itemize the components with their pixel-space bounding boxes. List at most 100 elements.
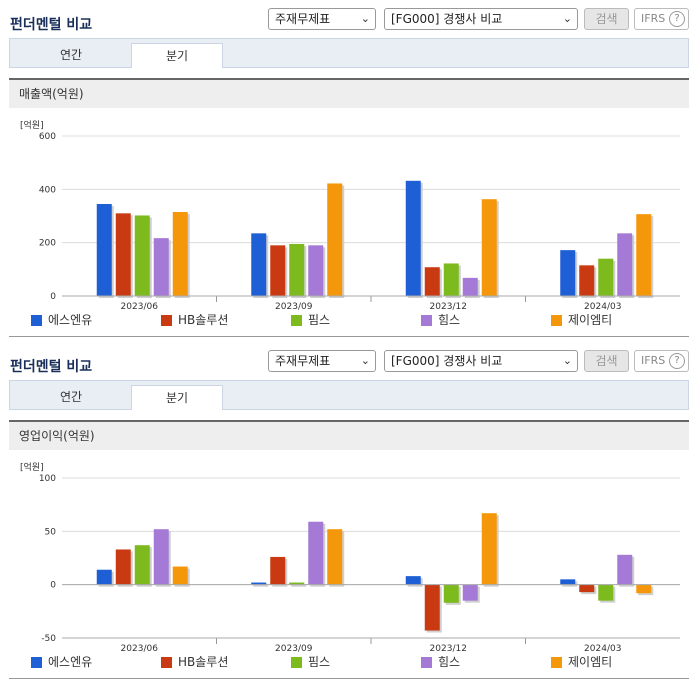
bar	[598, 584, 614, 601]
bar	[424, 584, 440, 631]
y-tick-label: 0	[50, 292, 56, 302]
tab-quarterly[interactable]: 분기	[131, 43, 223, 68]
y-tick-label: 400	[39, 185, 56, 195]
legend-swatch	[551, 657, 562, 668]
bar	[308, 245, 324, 296]
bar	[617, 233, 633, 296]
y-tick-label: 50	[45, 527, 57, 537]
search-button[interactable]: 검색	[584, 8, 629, 30]
y-tick-label: -50	[41, 634, 56, 644]
divider	[9, 336, 689, 337]
section-header: 매출액(억원)	[9, 78, 689, 108]
comparison-value: [FG000] 경쟁사 비교	[391, 354, 503, 368]
bar	[443, 263, 459, 296]
bar	[153, 529, 169, 585]
bar	[405, 576, 421, 585]
period-tabs: 연간 분기	[9, 380, 689, 410]
bar	[424, 267, 440, 296]
legend-label: HB솔루션	[178, 313, 229, 327]
statement-type-select[interactable]: 주재무제표 ⌄	[268, 8, 376, 30]
tab-annual[interactable]: 연간	[59, 48, 83, 62]
legend-swatch	[291, 315, 302, 326]
ifrs-label: IFRS	[641, 12, 666, 25]
section-header: 영업이익(억원)	[9, 420, 689, 450]
y-tick-label: 100	[39, 474, 56, 484]
legend-label: 제이엠티	[568, 313, 613, 327]
chevron-down-icon: ⌄	[562, 354, 572, 367]
bar	[270, 245, 286, 296]
help-icon[interactable]: ?	[669, 353, 685, 369]
bar	[96, 569, 112, 585]
bar-shadow	[291, 584, 307, 587]
bar	[462, 277, 478, 296]
x-tick-label: 2023/12	[430, 644, 467, 654]
chevron-down-icon: ⌄	[562, 12, 572, 25]
bar	[579, 584, 595, 593]
bar	[251, 582, 267, 585]
panel-title: 펀더멘털 비교	[10, 359, 93, 375]
sales-bar-chart: [억원] 0 200 400 600 2023/06 2023/09 2023/12 2024/…	[20, 119, 680, 312]
bar	[96, 204, 112, 296]
operating-profit-bar-chart: [억원] -50 0 50 100 2023/06 2023/09 2023/12 2024/0…	[20, 461, 680, 654]
legend-label: 제이엠티	[568, 655, 613, 669]
help-icon[interactable]: ?	[669, 11, 685, 27]
legend-swatch	[161, 657, 172, 668]
legend-label: 핌스	[308, 655, 331, 669]
legend-swatch	[161, 315, 172, 326]
bar	[560, 250, 576, 296]
legend-swatch	[291, 657, 302, 668]
x-tick-label: 2023/09	[275, 644, 313, 654]
bar	[443, 584, 459, 603]
search-button[interactable]: 검색	[584, 350, 629, 372]
bar	[579, 265, 595, 296]
bar	[327, 183, 343, 296]
bar	[636, 584, 652, 594]
legend-label: 힘스	[438, 313, 461, 327]
bar	[598, 258, 614, 296]
legend-label: 에스엔유	[48, 655, 93, 669]
y-tick-label: 200	[39, 239, 56, 249]
tab-quarterly[interactable]: 분기	[131, 385, 223, 410]
legend-label: 핌스	[308, 313, 331, 327]
chevron-down-icon: ⌄	[360, 12, 370, 25]
panel-title: 펀더멘털 비교	[10, 17, 93, 33]
chevron-down-icon: ⌄	[360, 354, 370, 367]
bar	[289, 244, 305, 296]
y-tick-label: 0	[50, 581, 56, 591]
y-unit-label: [억원]	[20, 119, 44, 131]
bar	[617, 554, 633, 585]
bar	[270, 556, 286, 585]
bar	[308, 521, 324, 585]
bar	[251, 233, 267, 296]
comparison-value: [FG000] 경쟁사 비교	[391, 12, 503, 26]
bar	[134, 215, 150, 296]
bar	[289, 582, 305, 585]
x-tick-label: 2023/12	[430, 302, 467, 312]
x-tick-label: 2023/06	[121, 644, 159, 654]
comparison-select[interactable]: [FG000] 경쟁사 비교 ⌄	[384, 350, 578, 372]
y-tick-label: 600	[39, 132, 56, 142]
legend-swatch	[31, 315, 42, 326]
chart-legend: 에스엔유 HB솔루션 핌스 힘스 제이엠티	[9, 310, 689, 330]
bar	[134, 545, 150, 585]
legend-swatch	[421, 315, 432, 326]
comparison-select[interactable]: [FG000] 경쟁사 비교 ⌄	[384, 8, 578, 30]
bar	[462, 584, 478, 601]
bar-shadow	[253, 584, 269, 587]
ifrs-button[interactable]: IFRS ?	[634, 8, 689, 30]
bar	[481, 513, 497, 585]
bar	[115, 213, 131, 296]
y-unit-label: [억원]	[20, 461, 44, 473]
legend-label: HB솔루션	[178, 655, 229, 669]
statement-type-value: 주재무제표	[275, 354, 331, 368]
chart-legend: 에스엔유 HB솔루션 핌스 힘스 제이엠티	[9, 652, 689, 672]
bar	[405, 180, 421, 296]
tab-annual[interactable]: 연간	[59, 390, 83, 404]
ifrs-button[interactable]: IFRS ?	[634, 350, 689, 372]
x-tick-label: 2024/03	[584, 644, 621, 654]
bar	[115, 549, 131, 585]
x-tick-label: 2023/09	[275, 302, 313, 312]
statement-type-select[interactable]: 주재무제표 ⌄	[268, 350, 376, 372]
ifrs-label: IFRS	[641, 354, 666, 367]
bar	[560, 579, 576, 585]
